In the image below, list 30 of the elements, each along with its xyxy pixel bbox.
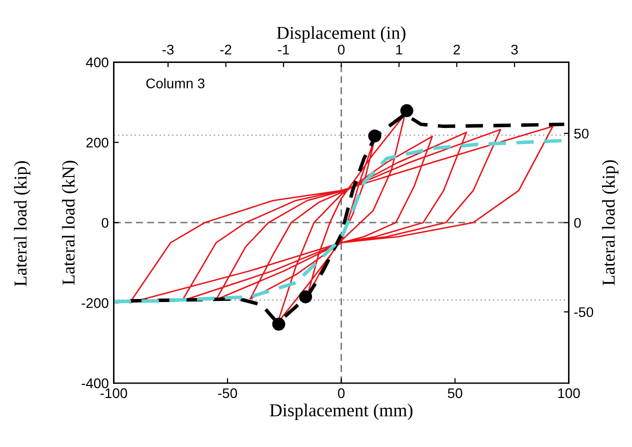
y-tick-label: -200 [82,298,108,308]
x-tick-label: 100 [558,388,580,398]
y-axis-title: Lateral load (kN) [62,160,78,285]
y-tick-label: 400 [86,57,108,68]
x2-tick-label: -2 [220,44,232,54]
y2-tick-label: 0 [574,218,581,228]
x2-tick-label: 1 [396,44,402,54]
x2-axis-title: Displacement (in) [276,26,406,43]
x-tick-label: 0 [338,388,345,398]
y-tick-label: 200 [86,138,108,148]
point [299,290,312,304]
annotation: Column 3 [146,78,204,88]
x2-tick-label: 0 [338,44,345,55]
point [400,104,414,118]
x2-tick-label: -1 [278,44,290,54]
text: Lateral load (kip) [14,161,30,286]
y-tick-label: -400 [82,378,108,388]
point [368,129,382,142]
y2-tick-label: 50 [574,128,589,139]
x-axis-title: Displacement (mm) [270,404,412,420]
y-tick-label: 0 [102,218,108,228]
x2-tick-label: 3 [511,44,518,55]
y2-tick-label: -50 [574,307,594,318]
x-tick-label: 50 [448,388,462,398]
x-tick-label: -50 [218,388,238,398]
x2-tick-label: -3 [162,44,174,55]
point [272,318,286,331]
y2-axis-title: Lateral load (kip) [602,160,618,286]
x2-tick-label: 2 [454,44,460,54]
x-tick-label: -100 [100,388,128,398]
